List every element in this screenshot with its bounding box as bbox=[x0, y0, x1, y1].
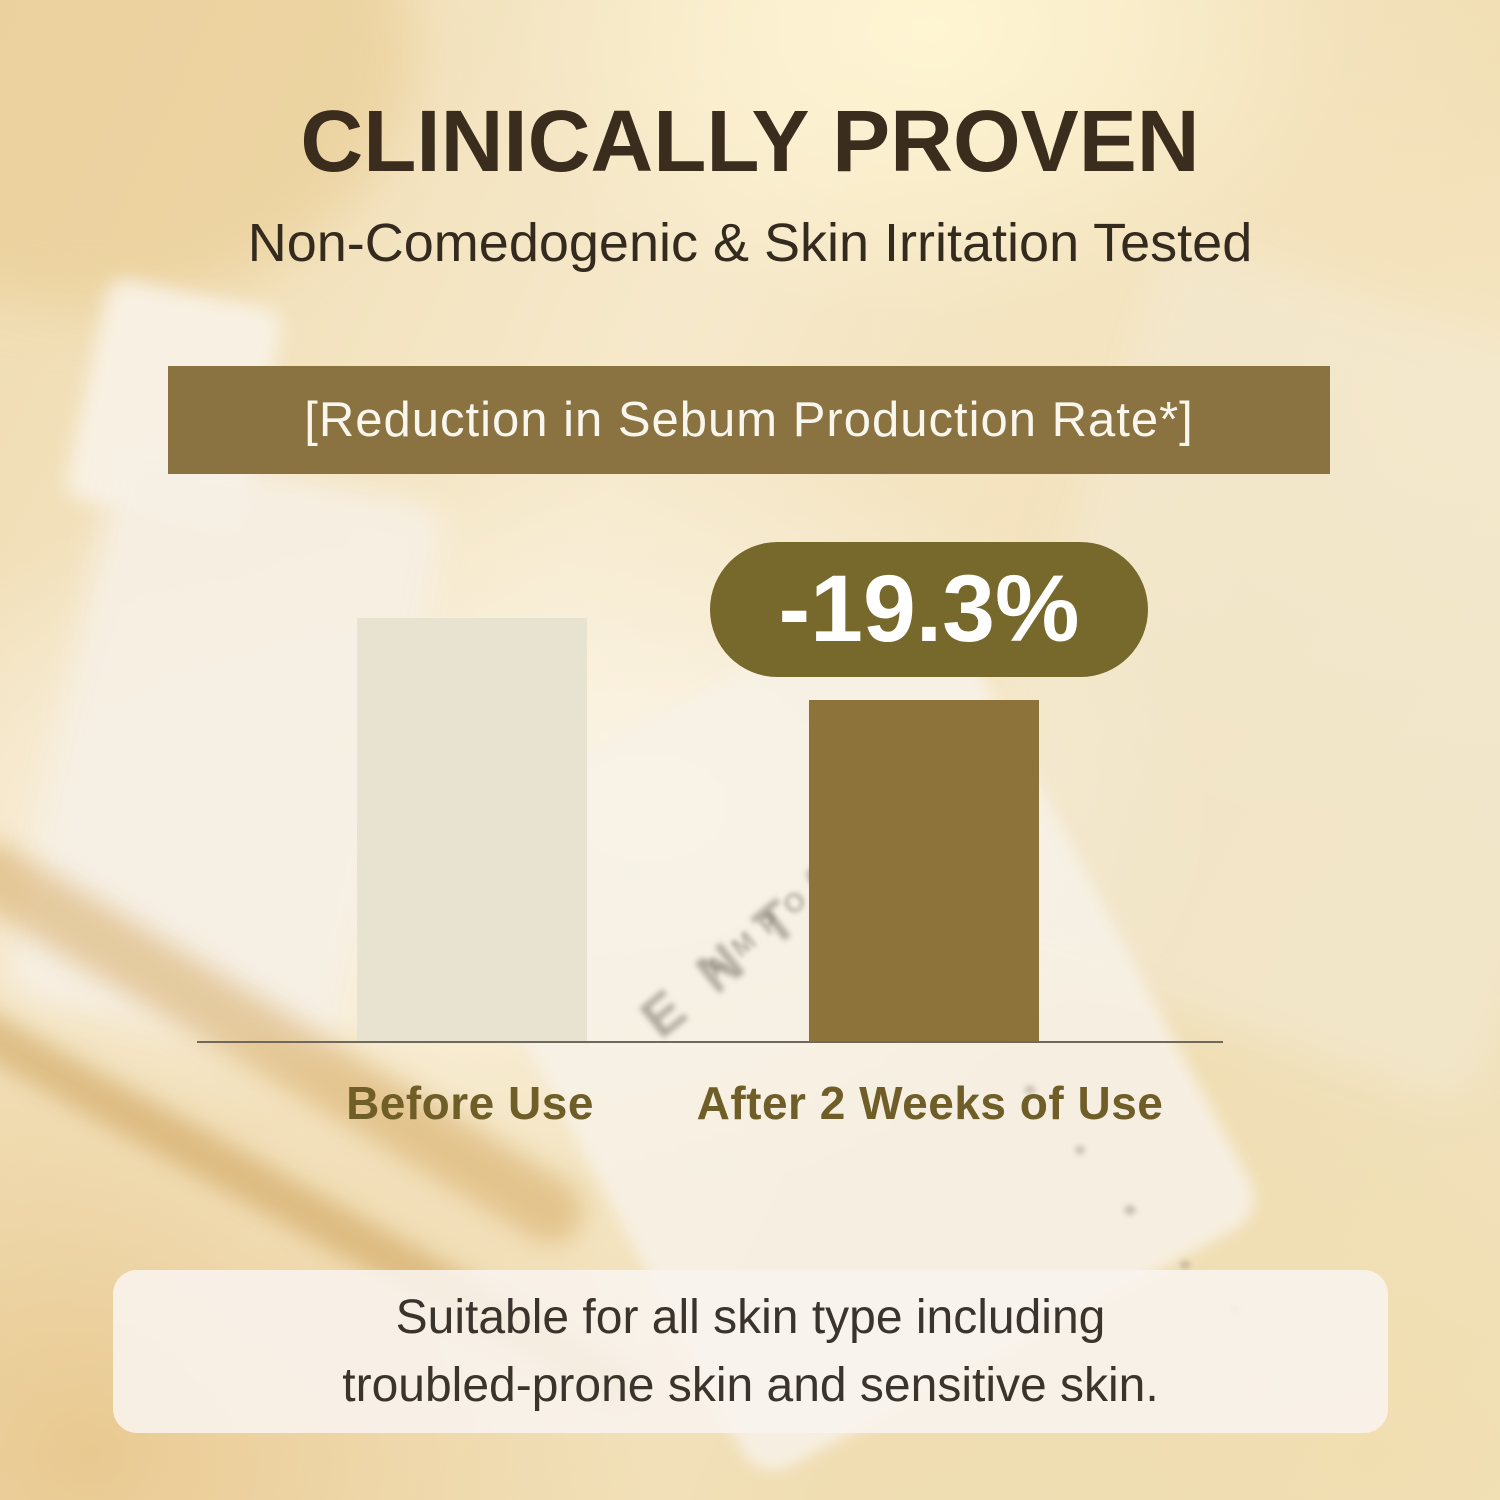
reduction-badge-value: -19.3% bbox=[778, 556, 1080, 662]
suitability-note-line2: troubled-prone skin and sensitive skin. bbox=[342, 1358, 1159, 1412]
bar-label-before-use: Before Use bbox=[346, 1077, 594, 1129]
reduction-badge: -19.3% bbox=[710, 542, 1148, 677]
bar-before-use bbox=[357, 618, 587, 1043]
page-subtitle: Non-Comedogenic & Skin Irritation Tested bbox=[247, 213, 1253, 273]
suitability-note-line1: Suitable for all skin type including bbox=[395, 1290, 1106, 1344]
bar-after-use bbox=[809, 700, 1039, 1043]
bar-label-after-use: After 2 Weeks of Use bbox=[696, 1077, 1164, 1129]
page-title: CLINICALLY PROVEN bbox=[300, 93, 1200, 190]
chart-title-banner: [Reduction in Sebum Production Rate*] bbox=[168, 366, 1330, 474]
chart-title-text: [Reduction in Sebum Production Rate*] bbox=[304, 393, 1194, 447]
suitability-note: Suitable for all skin type including tro… bbox=[113, 1270, 1388, 1433]
chart-baseline bbox=[197, 1041, 1223, 1043]
